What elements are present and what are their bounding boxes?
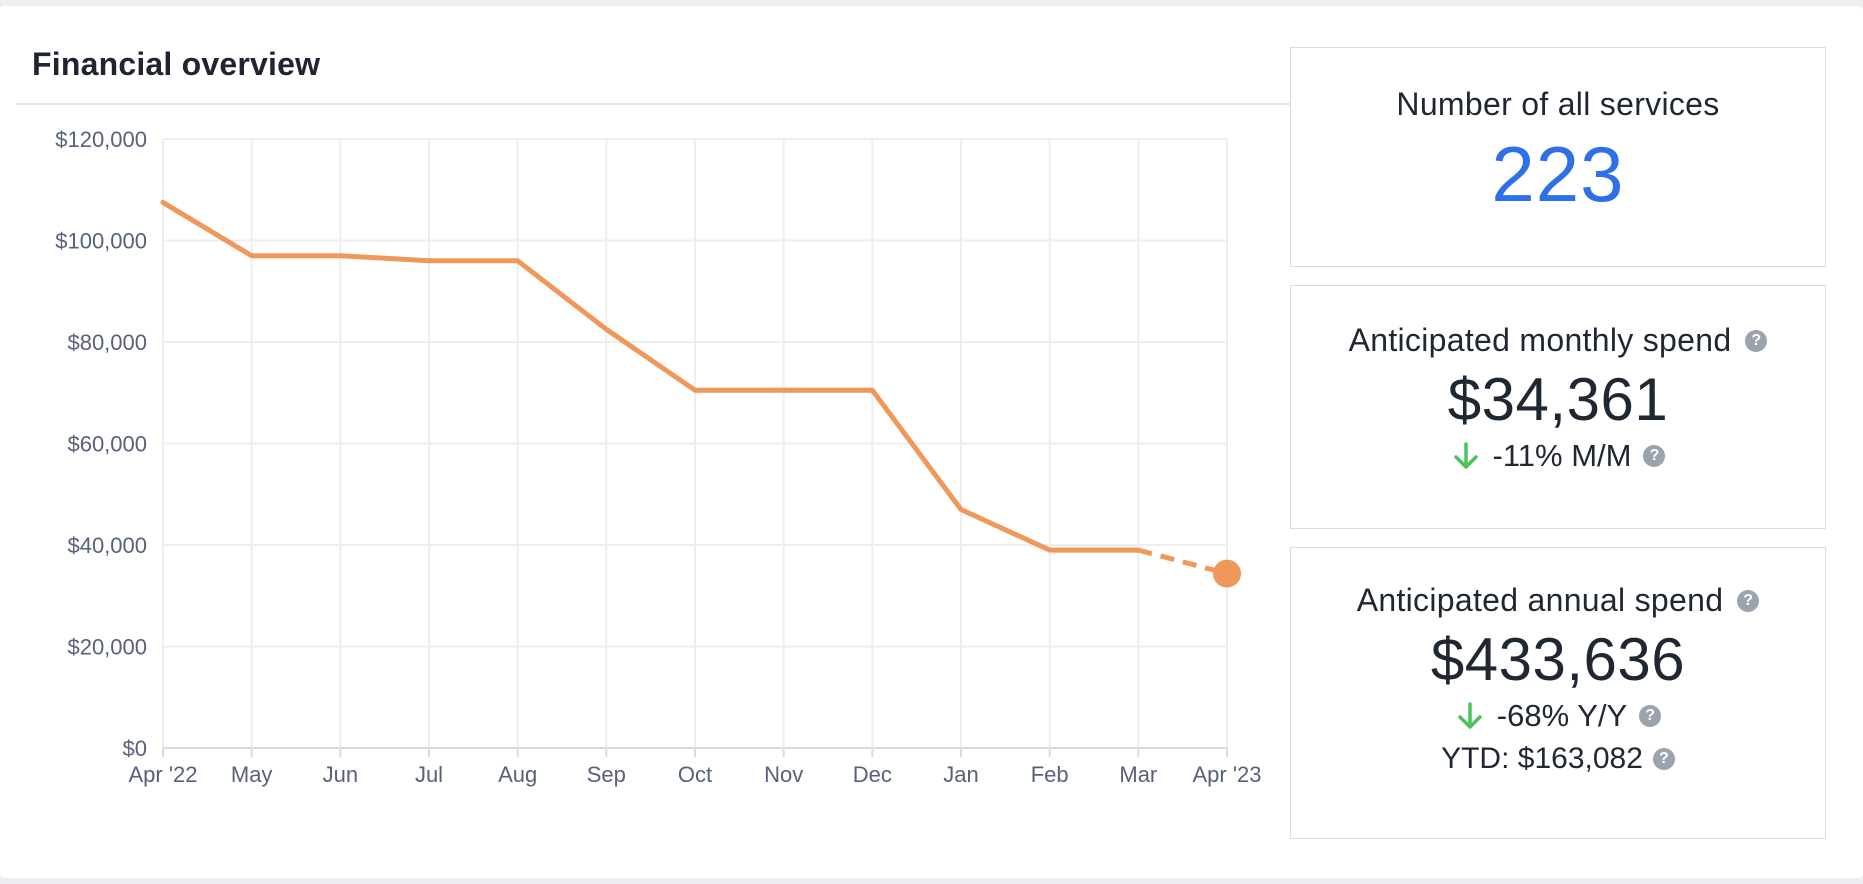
y-tick-label: $100,000 (55, 229, 147, 254)
series-line-projected (1137, 547, 1228, 577)
ytd-spend: YTD: $163,082 ? (1291, 742, 1825, 776)
ytd-spend-text: YTD: $163,082 (1441, 742, 1643, 775)
help-icon[interactable]: ? (1643, 445, 1666, 467)
monthly-change: -11% M/M ? (1291, 438, 1825, 474)
annual-change: -68% Y/Y ? (1291, 698, 1825, 734)
y-tick-label: $80,000 (67, 330, 147, 355)
monthly-spend-label: Anticipated monthly spend ? (1291, 322, 1825, 359)
monthly-spend-card: Anticipated monthly spend ? $34,361 -11%… (1290, 285, 1826, 529)
x-tick-label: Jan (943, 762, 978, 787)
services-count-label-text: Number of all services (1396, 86, 1720, 122)
down-arrow-icon (1458, 702, 1482, 729)
annual-spend-value: $433,636 (1430, 626, 1686, 693)
x-tick-label: Nov (764, 762, 803, 787)
x-tick-label: Feb (1031, 762, 1069, 787)
title-divider (16, 103, 1291, 105)
y-tick-label: $120,000 (55, 127, 147, 152)
x-tick-label: Dec (853, 762, 892, 787)
services-count-value: 223 (1491, 130, 1625, 218)
y-tick-label: $20,000 (67, 635, 147, 660)
help-icon[interactable]: ? (1745, 329, 1768, 352)
x-tick-label: Apr '22 (128, 762, 197, 787)
annual-spend-card: Anticipated annual spend ? $433,636 -68%… (1290, 547, 1826, 839)
x-tick-label: Mar (1119, 762, 1157, 787)
x-tick-label: May (231, 762, 273, 787)
x-tick-label: Aug (498, 762, 537, 787)
monthly-change-text: -11% M/M (1492, 438, 1632, 473)
services-count-label: Number of all services (1291, 86, 1825, 123)
monthly-spend-label-text: Anticipated monthly spend (1348, 322, 1732, 358)
services-count-card: Number of all services 223 (1290, 47, 1826, 267)
spend-line-chart: $0 $20,000 $40,000 $60,000 $80,000 $100,000 $1… (55, 127, 1261, 787)
projected-point (1213, 559, 1241, 588)
annual-spend-label-text: Anticipated annual spend (1356, 582, 1724, 618)
x-tick-label: Jun (323, 762, 358, 787)
help-icon[interactable]: ? (1639, 705, 1662, 727)
annual-change-text: -68% Y/Y (1496, 698, 1628, 733)
y-tick-label: $60,000 (67, 432, 147, 457)
y-tick-label: $0 (123, 736, 147, 761)
annual-spend-label: Anticipated annual spend ? (1291, 582, 1825, 619)
help-icon[interactable]: ? (1652, 748, 1675, 770)
x-tick-label: Oct (678, 762, 712, 787)
help-icon[interactable]: ? (1737, 589, 1760, 612)
x-tick-label: Apr '23 (1192, 762, 1261, 787)
x-tick-label: Jul (415, 762, 443, 787)
monthly-spend-value: $34,361 (1447, 366, 1669, 433)
y-tick-label: $40,000 (67, 533, 147, 558)
down-arrow-icon (1453, 442, 1478, 469)
x-tick-label: Sep (587, 762, 626, 787)
panel-title: Financial overview (32, 46, 321, 82)
series-line (160, 199, 1141, 553)
